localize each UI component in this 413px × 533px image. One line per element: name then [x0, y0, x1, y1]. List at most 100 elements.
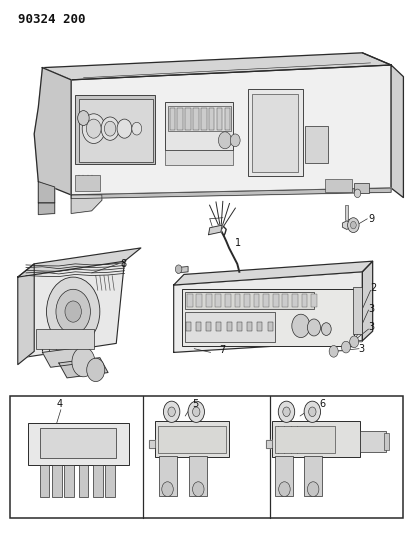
Polygon shape	[266, 440, 272, 448]
Bar	[275, 456, 294, 496]
Text: 8: 8	[120, 259, 126, 269]
Circle shape	[72, 347, 95, 377]
Circle shape	[82, 114, 105, 143]
Bar	[354, 183, 368, 193]
Bar	[168, 106, 231, 131]
Polygon shape	[174, 261, 373, 285]
Bar	[75, 95, 155, 164]
Circle shape	[101, 117, 119, 140]
Polygon shape	[18, 261, 124, 358]
Bar	[155, 421, 229, 457]
Polygon shape	[342, 221, 351, 229]
Circle shape	[309, 407, 316, 417]
Bar	[235, 294, 240, 308]
Bar	[196, 294, 202, 308]
Bar	[247, 321, 252, 331]
Circle shape	[342, 341, 351, 353]
Text: 3: 3	[368, 304, 375, 314]
Circle shape	[283, 407, 290, 417]
Bar	[216, 294, 221, 308]
Bar	[187, 294, 192, 308]
Bar	[225, 109, 230, 130]
Bar	[301, 294, 307, 308]
Bar	[345, 205, 349, 220]
Text: 90324 200: 90324 200	[18, 13, 85, 26]
Bar	[166, 150, 233, 165]
Bar	[217, 109, 222, 130]
Bar	[185, 312, 275, 342]
Polygon shape	[38, 182, 55, 203]
Polygon shape	[38, 203, 55, 215]
Bar	[272, 421, 360, 457]
Bar	[28, 423, 128, 465]
Bar	[40, 465, 50, 497]
Text: 9: 9	[368, 214, 375, 224]
Bar	[206, 321, 211, 331]
Bar	[304, 456, 322, 496]
Bar	[75, 175, 100, 191]
Bar	[64, 465, 74, 497]
Text: 1: 1	[235, 238, 241, 248]
Text: 3: 3	[368, 322, 375, 333]
Bar	[292, 294, 298, 308]
Bar	[185, 292, 314, 309]
Circle shape	[86, 119, 101, 138]
Polygon shape	[71, 195, 102, 214]
Text: 6: 6	[319, 399, 325, 409]
Text: 3: 3	[358, 344, 364, 354]
Bar	[201, 109, 206, 130]
Circle shape	[192, 482, 204, 497]
Bar	[311, 294, 317, 308]
Bar	[79, 99, 153, 161]
Bar	[275, 425, 335, 453]
Bar	[78, 465, 88, 497]
Circle shape	[132, 122, 142, 135]
Polygon shape	[391, 65, 404, 198]
Bar	[244, 294, 250, 308]
Circle shape	[279, 482, 290, 497]
Polygon shape	[149, 440, 155, 448]
Circle shape	[188, 401, 204, 422]
Circle shape	[78, 111, 89, 125]
Bar	[185, 109, 191, 130]
Bar	[384, 433, 389, 450]
Circle shape	[350, 336, 359, 348]
Bar	[170, 109, 175, 130]
Bar	[273, 294, 279, 308]
Circle shape	[321, 322, 331, 335]
Polygon shape	[71, 65, 391, 195]
Circle shape	[307, 482, 319, 497]
Bar	[225, 294, 231, 308]
Circle shape	[176, 265, 182, 273]
Circle shape	[87, 358, 105, 382]
Bar	[216, 321, 221, 331]
Bar	[237, 321, 242, 331]
Polygon shape	[43, 53, 391, 80]
Text: 2: 2	[370, 282, 377, 293]
Bar	[166, 102, 233, 150]
Polygon shape	[34, 68, 71, 195]
Bar	[206, 294, 212, 308]
Bar	[305, 126, 328, 163]
Circle shape	[329, 345, 338, 357]
Bar	[360, 431, 386, 452]
Bar	[325, 179, 352, 192]
Circle shape	[348, 217, 359, 232]
Circle shape	[168, 407, 176, 417]
Bar	[40, 427, 116, 458]
Circle shape	[65, 301, 81, 322]
Circle shape	[162, 482, 173, 497]
Bar	[263, 294, 269, 308]
Polygon shape	[362, 261, 373, 341]
Bar	[36, 328, 94, 349]
Polygon shape	[174, 272, 362, 352]
Bar	[158, 425, 226, 453]
Circle shape	[292, 314, 310, 337]
Bar	[178, 109, 183, 130]
Circle shape	[117, 119, 132, 138]
Polygon shape	[71, 188, 391, 199]
Circle shape	[192, 407, 200, 417]
Circle shape	[278, 401, 295, 422]
Circle shape	[164, 401, 180, 422]
Circle shape	[218, 132, 232, 149]
